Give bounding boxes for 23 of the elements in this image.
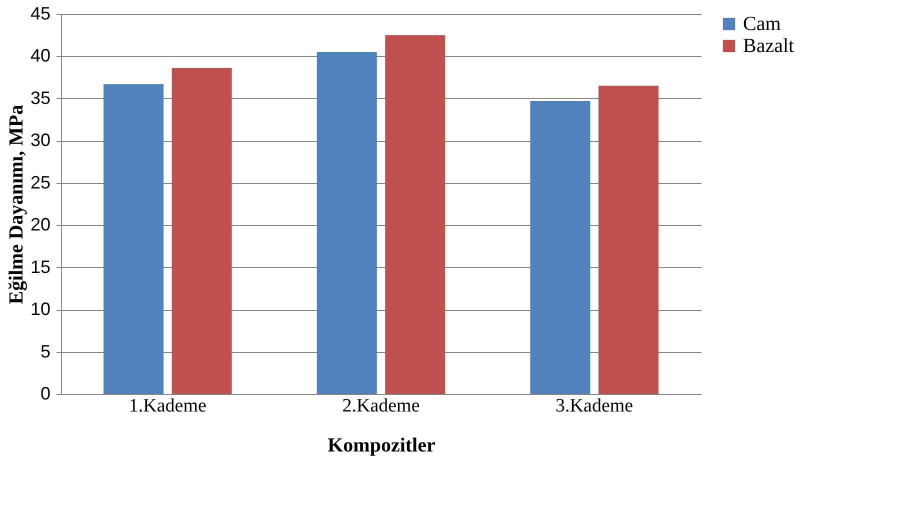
y-tick-label: 20 <box>30 214 50 235</box>
y-tick-label: 10 <box>30 299 50 320</box>
x-tick-label: 1.Kademe <box>128 396 206 416</box>
y-tick-label: 25 <box>30 172 50 192</box>
y-tick-label: 45 <box>30 4 50 24</box>
bar <box>316 52 377 394</box>
x-tick-label: 2.Kademe <box>342 396 420 416</box>
bar <box>104 84 164 394</box>
y-tick-label: 0 <box>40 384 50 404</box>
y-tick-label: 15 <box>30 256 50 277</box>
bar <box>172 68 232 394</box>
bar <box>530 100 590 394</box>
y-tick-label: 35 <box>30 88 50 108</box>
y-tick-label: 40 <box>30 46 50 66</box>
legend-label: Bazalt <box>743 35 795 57</box>
y-tick-label: 30 <box>30 130 50 150</box>
x-axis-title: Kompozitler <box>328 434 436 456</box>
y-axis-title: Eğilme Dayanımı, MPa <box>5 104 28 304</box>
x-tick-label: 3.Kademe <box>556 396 634 416</box>
bar <box>385 35 446 394</box>
bar <box>598 86 658 394</box>
legend-label: Cam <box>743 13 782 35</box>
y-tick-label: 5 <box>40 341 50 362</box>
